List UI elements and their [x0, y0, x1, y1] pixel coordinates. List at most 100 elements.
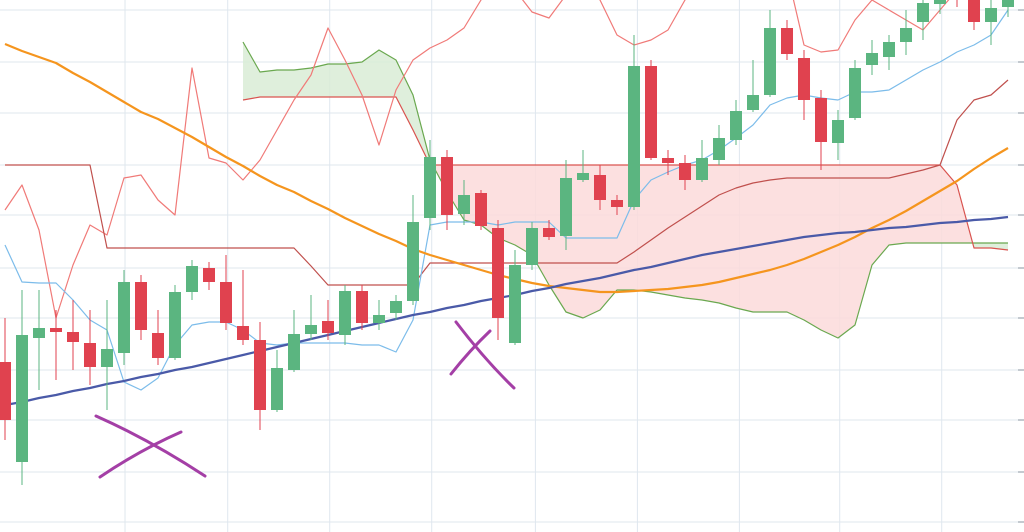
candle-body — [611, 200, 624, 207]
candle-body — [458, 195, 471, 214]
candle-body — [304, 325, 317, 334]
candle-body — [594, 175, 607, 200]
candle-body — [83, 343, 96, 367]
cloud-fill — [344, 62, 362, 97]
cloud-fill — [361, 50, 379, 97]
candle-body — [355, 291, 368, 323]
candle-body — [185, 266, 198, 292]
candle-body — [202, 268, 215, 282]
cloud-fill — [395, 60, 414, 130]
candle-body — [270, 368, 283, 410]
candle-body — [985, 8, 998, 22]
indicator-line — [4, 79, 1009, 286]
cloud-fill — [685, 165, 703, 300]
cloud-fill — [651, 165, 669, 295]
candle-body — [407, 222, 420, 301]
candle-body — [764, 28, 777, 95]
candle-body — [815, 98, 828, 142]
candle-body — [168, 292, 181, 358]
cloud-fill — [293, 68, 311, 97]
hand-drawn-cross — [454, 320, 516, 390]
cloud-fill — [310, 64, 328, 97]
candle-body — [509, 265, 522, 343]
cloud-fill — [242, 42, 260, 100]
candle-body — [577, 173, 590, 180]
candle-body — [389, 301, 402, 313]
cloud-fill — [838, 165, 856, 338]
candle-body — [134, 282, 147, 330]
candle-body — [372, 315, 385, 323]
hand-drawn-cross — [449, 329, 492, 376]
candle-body — [866, 53, 879, 65]
candle-body — [917, 3, 930, 22]
cloud-fill — [889, 165, 907, 245]
candle-body — [968, 0, 981, 22]
candle-body — [645, 66, 658, 158]
annotation-marks — [94, 320, 516, 479]
candle-body — [1002, 0, 1015, 7]
cloud-fill — [804, 165, 822, 330]
candle-body — [219, 282, 232, 323]
candle-body — [236, 326, 249, 340]
candle-body — [662, 158, 675, 163]
candle-body — [338, 291, 351, 335]
indicator-line — [4, 0, 950, 319]
candle-body — [883, 42, 896, 57]
hand-drawn-cross — [94, 414, 207, 478]
candle-body — [679, 163, 692, 180]
cloud-fill — [770, 165, 788, 312]
candle-body — [100, 349, 113, 367]
cloud-fill — [378, 50, 396, 97]
candle-body — [696, 158, 709, 180]
candle-body — [492, 228, 505, 318]
cloud-fill — [702, 165, 720, 303]
cloud-fill — [787, 165, 805, 320]
lines — [4, 0, 1009, 407]
cloud-fill — [855, 165, 873, 325]
indicator-line — [4, 215, 1009, 407]
candle-body — [117, 282, 130, 353]
candle-body — [253, 340, 266, 410]
candle-body — [628, 66, 641, 207]
candle-body — [475, 193, 488, 226]
candle-body — [730, 111, 743, 140]
cloud-fill — [940, 165, 958, 243]
candle-body — [526, 228, 539, 265]
candle-body — [798, 58, 811, 100]
cloud-fill — [259, 70, 277, 97]
candle-body — [49, 328, 62, 332]
cloud-fill — [719, 165, 737, 308]
cloud-fill — [753, 165, 771, 312]
cloud-fill — [668, 165, 686, 298]
candle-body — [781, 28, 794, 54]
hand-drawn-cross — [98, 430, 183, 479]
cloud-fill — [327, 64, 345, 97]
candle-body — [151, 333, 164, 358]
indicator-line — [242, 96, 1009, 251]
cloud-fill — [923, 165, 941, 243]
cloud-fill — [498, 165, 516, 245]
cloud-fill — [974, 243, 992, 248]
candle-body — [747, 95, 760, 110]
candle-body — [900, 28, 913, 42]
candle-body — [441, 157, 454, 215]
candle-body — [32, 328, 45, 338]
candle-body — [849, 68, 862, 118]
indicator-line — [4, 42, 1009, 294]
cloud-fill — [821, 165, 839, 338]
candle-body — [934, 0, 947, 4]
candle-body — [832, 120, 845, 143]
cloud-fill — [276, 70, 294, 97]
candle-body — [713, 138, 726, 160]
candle-body — [287, 334, 300, 370]
cloud — [242, 42, 1009, 338]
candle-body — [0, 362, 11, 420]
cloud-fill — [532, 165, 550, 285]
candle-body — [66, 332, 79, 342]
candle-body — [560, 178, 573, 236]
indicator-line — [242, 41, 1008, 339]
cloud-fill — [872, 165, 890, 265]
candle-body — [321, 321, 334, 333]
